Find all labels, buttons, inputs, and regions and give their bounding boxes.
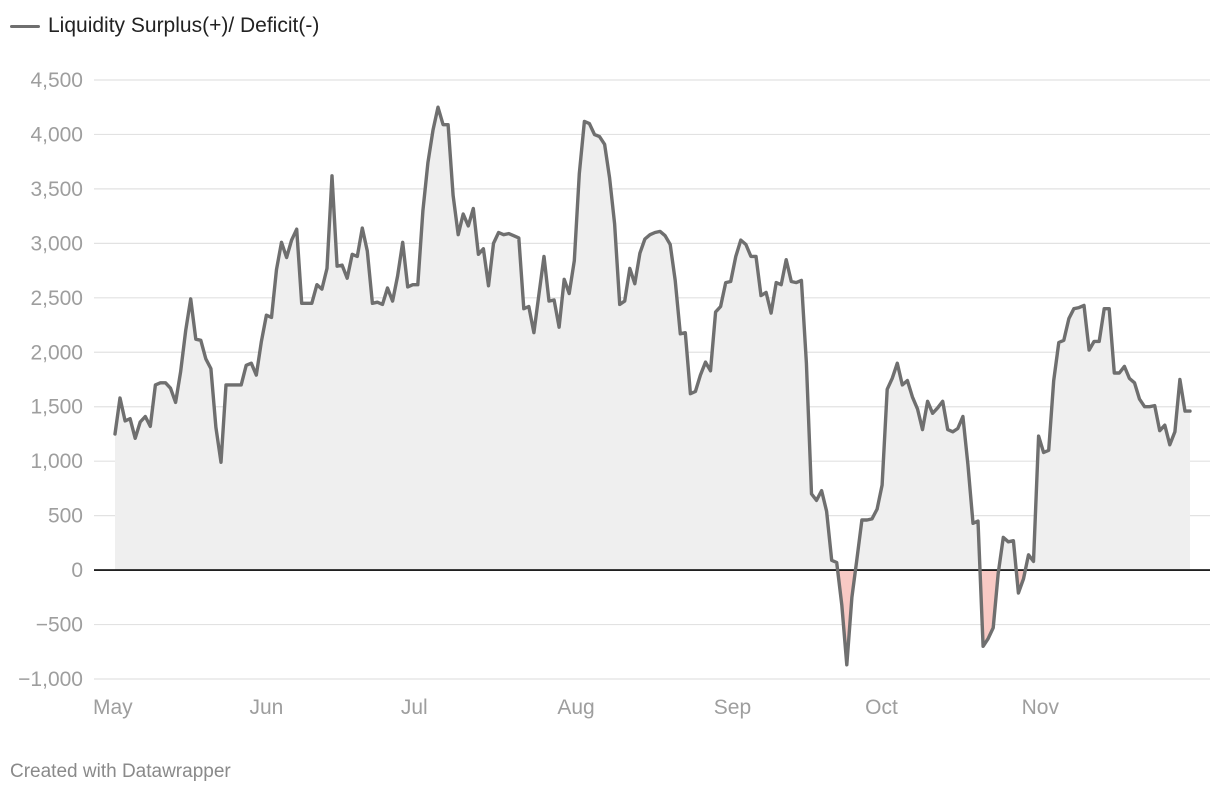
x-tick-label: Sep: [714, 696, 751, 719]
y-tick-label: 4,000: [30, 123, 83, 146]
footer-credit: Created with Datawrapper: [10, 761, 231, 782]
legend-label: Liquidity Surplus(+)/ Deficit(-): [48, 14, 320, 37]
legend-swatch: [10, 24, 40, 28]
y-tick-label: 3,000: [30, 232, 83, 255]
y-tick-label: 2,000: [30, 341, 83, 364]
y-tick-label: −1,000: [18, 668, 83, 691]
y-tick-label: 0: [71, 559, 83, 582]
y-tick-label: 500: [48, 505, 83, 528]
area-layer: [94, 107, 1210, 665]
x-tick-label: Jun: [249, 696, 283, 719]
y-axis-ticks: 4,500 4,000 3,500 3,000 2,500 2,000 1,500 1,000…: [18, 69, 83, 691]
x-axis-ticks: May Jun Jul Aug Sep Oct Nov: [93, 696, 1059, 719]
x-tick-label: Jul: [401, 696, 428, 719]
x-tick-label: Aug: [557, 696, 594, 719]
line-layer: [113, 105, 1192, 667]
series-line: [113, 105, 1192, 667]
y-tick-label: 1,000: [30, 450, 83, 473]
x-tick-label: Nov: [1022, 696, 1060, 719]
y-tick-label: 2,500: [30, 287, 83, 310]
y-tick-label: 3,500: [30, 178, 83, 201]
y-tick-label: 4,500: [30, 69, 83, 92]
area-positive: [115, 107, 1190, 571]
legend: Liquidity Surplus(+)/ Deficit(-): [10, 14, 319, 38]
x-tick-label: May: [93, 696, 133, 719]
y-tick-label: −500: [36, 614, 83, 637]
y-tick-label: 1,500: [30, 396, 83, 419]
x-tick-label: Oct: [865, 696, 898, 719]
